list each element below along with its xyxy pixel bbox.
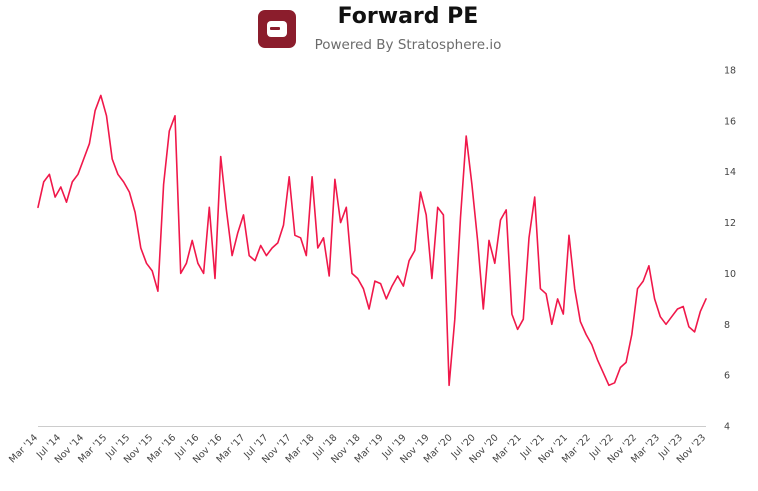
- forward-pe-series-line: [37, 94, 707, 387]
- y-tick-label: 12: [724, 218, 736, 229]
- y-tick-label: 16: [724, 116, 736, 127]
- logo-bar-shape: [270, 27, 280, 30]
- y-tick-label: 4: [724, 422, 730, 433]
- chart-title: Forward PE: [337, 4, 479, 29]
- y-tick-label: 14: [724, 167, 736, 178]
- y-tick-label: 10: [724, 269, 736, 280]
- y-tick-label: 18: [724, 66, 736, 77]
- stratosphere-logo-icon: [258, 10, 296, 48]
- y-axis-tick-labels: 4 6 8 10 12 14 16 18: [724, 66, 736, 433]
- y-tick-label: 8: [724, 320, 730, 331]
- logo-inner-shape: [267, 21, 287, 37]
- x-tick-label: Mar '14: [7, 432, 40, 465]
- chart-header: Forward PE Powered By Stratosphere.io: [0, 0, 758, 62]
- chart-subtitle: Powered By Stratosphere.io: [314, 37, 502, 53]
- y-tick-label: 6: [724, 371, 730, 382]
- chart-series: [37, 94, 707, 387]
